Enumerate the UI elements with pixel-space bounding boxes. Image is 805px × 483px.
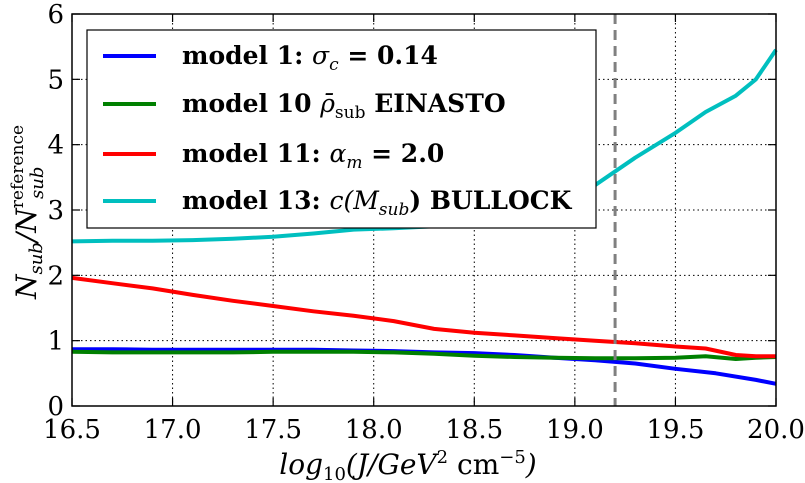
x-axis-label: log10(J/GeV2 cm−5) bbox=[279, 447, 536, 483]
x-tick-label: 20.0 bbox=[747, 415, 805, 445]
x-tick-label: 17.0 bbox=[144, 415, 202, 445]
x-tick-label: 18.5 bbox=[445, 415, 503, 445]
y-tick-label: 4 bbox=[47, 131, 64, 161]
legend-label-model-10: model 10 ρ̄sub EINASTO bbox=[182, 89, 506, 123]
x-tick-label: 19.0 bbox=[546, 415, 604, 445]
legend: model 1: σc = 0.14 model 10 ρ̄sub EINAST… bbox=[86, 29, 597, 229]
series-line-2 bbox=[71, 349, 777, 361]
legend-label-model-1: model 1: σc = 0.14 bbox=[182, 41, 438, 75]
y-tick-label: 6 bbox=[47, 0, 64, 30]
ticks-layer: 16.5 17.0 17.5 18.0 18.5 19.0 19.5 20.0 0 1 2 3 4 5 6 bbox=[43, 0, 805, 445]
y-tick-label: 3 bbox=[47, 196, 64, 226]
x-tick-label: 17.5 bbox=[244, 415, 302, 445]
y-tick-label: 5 bbox=[47, 65, 64, 95]
y-tick-label: 0 bbox=[47, 392, 64, 422]
y-axis-label: Nsub/Nreferencesub bbox=[8, 125, 48, 300]
legend-label-model-11: model 11: αm = 2.0 bbox=[182, 139, 444, 173]
legend-box bbox=[86, 29, 597, 229]
y-tick-label: 1 bbox=[47, 327, 64, 357]
x-tick-label: 18.0 bbox=[345, 415, 403, 445]
y-tick-label: 2 bbox=[47, 261, 64, 291]
legend-label-model-13: model 13: c(Msub) BULLOCK bbox=[182, 186, 573, 220]
series-line-3 bbox=[71, 275, 776, 359]
x-tick-label: 16.5 bbox=[43, 415, 101, 445]
x-tick-label: 19.5 bbox=[646, 415, 704, 445]
